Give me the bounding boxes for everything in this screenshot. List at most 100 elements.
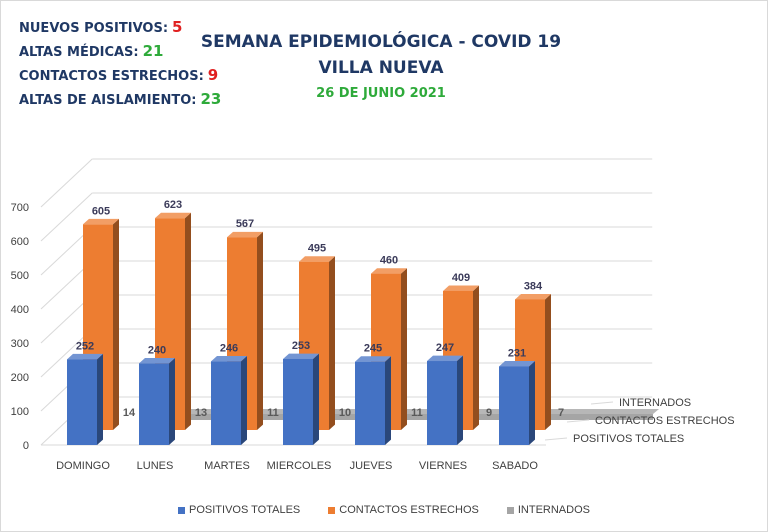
stats-panel: NUEVOS POSITIVOS: 5 ALTAS MÉDICAS: 21 CONTAC…: [19, 15, 221, 111]
bar-contactos-side: [473, 285, 479, 430]
data-label-internados: 11: [267, 407, 279, 419]
data-label-positivos: 231: [508, 347, 526, 359]
x-tick-label: VIERNES: [419, 460, 467, 472]
depth-tick: [590, 401, 614, 405]
legend-swatch: [506, 506, 514, 514]
depth-axis-label: CONTACTOS ESTRECHOS: [595, 415, 735, 427]
legend-item: CONTACTOS ESTRECHOS: [328, 504, 479, 516]
stat-label: CONTACTOS ESTRECHOS:: [19, 69, 204, 84]
bar-contactos-side: [185, 212, 191, 430]
x-tick-label: DOMINGO: [56, 460, 110, 472]
data-label-positivos: 252: [76, 340, 94, 352]
y-tick-label: 500: [11, 270, 29, 282]
stat-value: 23: [200, 90, 222, 108]
bar-positivos-side: [457, 355, 463, 445]
bar-positivos-top: [211, 355, 247, 362]
chart-title: SEMANA EPIDEMIOLÓGICA - COVID 19: [200, 32, 562, 52]
legend-label: POSITIVOS TOTALES: [189, 504, 301, 516]
bar-positivos-front: [211, 361, 241, 445]
bar-positivos-side: [241, 355, 247, 445]
stat-row: CONTACTOS ESTRECHOS: 9: [19, 63, 221, 87]
bar-positivos-front: [67, 359, 97, 445]
legend-item: INTERNADOS: [506, 504, 590, 516]
depth-axis-label: POSITIVOS TOTALES: [573, 433, 684, 445]
bar-contactos-top: [299, 256, 335, 262]
data-label-positivos: 247: [436, 342, 454, 354]
stat-label: NUEVOS POSITIVOS:: [19, 21, 169, 36]
x-tick-label: LUNES: [137, 460, 174, 472]
y-tick-label: 200: [11, 372, 29, 384]
chart-subtitle: VILLA NUEVA: [318, 58, 444, 78]
stat-row: ALTAS MÉDICAS: 21: [19, 39, 221, 63]
bar-contactos-top: [515, 294, 551, 300]
bar-positivos-front: [427, 361, 457, 445]
bar-positivos-side: [385, 356, 391, 445]
data-label-contactos: 605: [92, 205, 110, 217]
data-label-internados: 13: [195, 407, 207, 419]
bar-positivos-top: [355, 356, 391, 362]
stat-value: 5: [172, 18, 183, 36]
data-label-internados: 11: [411, 407, 423, 419]
x-tick-label: JUEVES: [350, 460, 393, 472]
x-tick-label: MIERCOLES: [267, 460, 332, 472]
y-tick-label: 100: [11, 406, 29, 418]
stat-row: ALTAS DE AISLAMIENTO: 23: [19, 87, 221, 111]
data-label-contactos: 495: [308, 243, 326, 255]
x-tick-label: MARTES: [204, 460, 250, 472]
data-label-contactos: 460: [380, 255, 398, 267]
y-tick-label: 700: [11, 202, 29, 214]
bar-positivos-front: [499, 366, 529, 445]
legend-swatch: [328, 506, 336, 514]
data-label-contactos: 567: [236, 218, 254, 230]
data-label-positivos: 246: [220, 342, 238, 354]
x-tick-label: SABADO: [492, 460, 538, 472]
bar-positivos-top: [499, 361, 535, 367]
bar-contactos-top: [371, 268, 407, 274]
legend-label: INTERNADOS: [517, 504, 590, 516]
stat-label: ALTAS DE AISLAMIENTO:: [19, 93, 197, 108]
legend-swatch: [178, 506, 186, 514]
data-label-contactos: 384: [524, 280, 543, 292]
bar-contactos-side: [113, 218, 119, 430]
data-label-contactos: 623: [164, 199, 182, 211]
data-label-internados: 14: [123, 407, 136, 419]
bar-contactos-side: [545, 294, 551, 430]
bar-positivos-top: [283, 353, 319, 359]
data-labels: 14 13 11 10 11 9 7 605 623 567 495 460 409 384 252 240 2…: [76, 199, 564, 419]
data-label-internados: 10: [339, 407, 351, 419]
data-label-positivos: 240: [148, 344, 166, 356]
y-tick-label: 300: [11, 338, 29, 350]
bar-positivos-top: [67, 353, 103, 360]
bar-contactos-top: [155, 212, 191, 219]
bar-positivos-side: [313, 353, 319, 445]
bar-contactos-side: [401, 268, 407, 430]
depth-axis-label: INTERNADOS: [619, 397, 691, 409]
bar-positivos: [67, 353, 103, 445]
bar-positivos: [427, 355, 463, 445]
bar-contactos-side: [329, 256, 335, 430]
stat-label: ALTAS MÉDICAS:: [19, 45, 139, 60]
bar-positivos-front: [139, 363, 169, 445]
y-tick-label: 0: [23, 440, 29, 452]
bar-positivos: [211, 355, 247, 445]
depth-tick: [544, 437, 568, 441]
bar-positivos-front: [355, 361, 385, 445]
data-label-internados: 7: [558, 407, 564, 419]
bar-contactos-side: [257, 231, 263, 430]
gridline-side: [40, 158, 93, 208]
bar-contactos: [227, 231, 263, 430]
data-label-positivos: 245: [364, 343, 382, 355]
bar-positivos: [283, 353, 319, 445]
bar-positivos-side: [529, 361, 535, 445]
bar-positivos: [355, 356, 391, 445]
chart-legend: POSITIVOS TOTALES CONTACTOS ESTRECHOS INTE…: [1, 504, 767, 516]
bar-chart: 0 100 200 300 400 500 600 700 14 13 11 10 11 9 7 605 623…: [11, 158, 735, 472]
bar-positivos-top: [427, 355, 463, 362]
legend-label: CONTACTOS ESTRECHOS: [339, 504, 479, 516]
bar-positivos-top: [139, 358, 175, 364]
bar-contactos-top: [227, 231, 263, 238]
title-block: SEMANA EPIDEMIOLÓGICA - COVID 19 VILLA N…: [181, 29, 581, 105]
bar-contactos-top: [83, 218, 119, 225]
bar-contactos-top: [443, 285, 479, 291]
